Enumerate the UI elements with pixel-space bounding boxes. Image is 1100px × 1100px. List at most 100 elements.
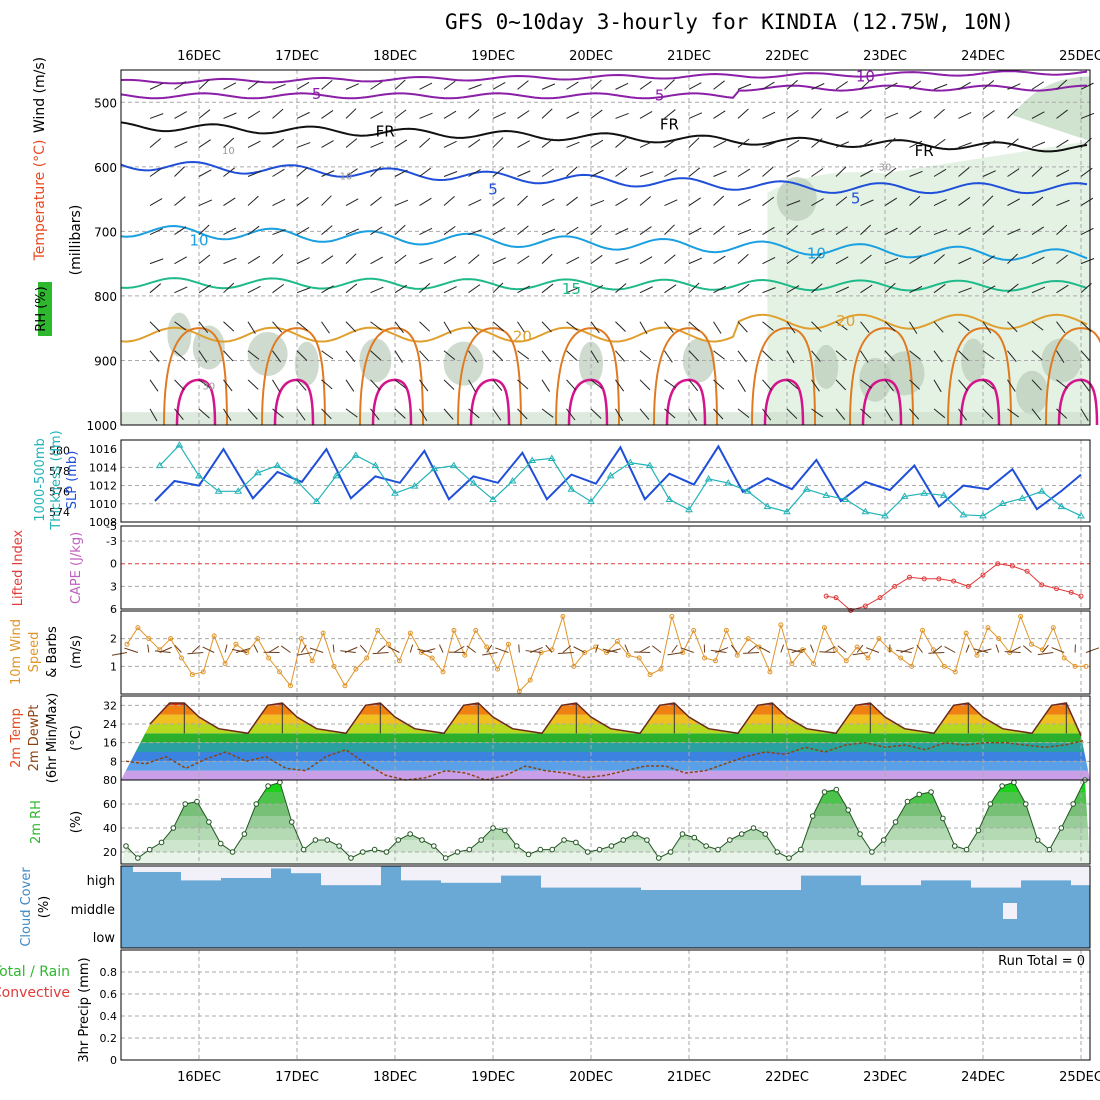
date-label-top: 16DEC <box>177 49 221 64</box>
wind10-frame <box>120 610 1091 695</box>
wind-barb <box>1056 408 1068 419</box>
wind-barb <box>811 253 822 264</box>
wind-barb <box>786 109 799 119</box>
wind-barb <box>149 258 164 265</box>
wind-barb <box>615 283 627 294</box>
wind-barb <box>296 197 309 206</box>
wind-barb <box>811 350 821 362</box>
wind-barb <box>370 141 384 148</box>
temp-contour-m10 <box>120 70 1088 85</box>
wind-barb <box>517 170 531 177</box>
wind-barb <box>517 255 530 265</box>
wind10-point <box>996 636 1002 642</box>
rh-point <box>431 843 437 849</box>
wind10-barb <box>758 646 771 653</box>
slp-tick-label: 1012 <box>89 480 117 493</box>
rh-point <box>620 837 627 843</box>
wind-barb <box>223 137 235 148</box>
wind-barb <box>811 321 822 333</box>
wind-barb <box>688 321 700 332</box>
wind10-point <box>614 638 620 644</box>
wind10-barb <box>595 644 599 653</box>
wind-barb <box>615 82 629 90</box>
wind-barb <box>811 138 823 148</box>
wind10-point <box>146 636 152 642</box>
temp-line <box>149 702 1082 737</box>
wind10-barb <box>545 644 553 653</box>
wind-barb <box>321 350 334 360</box>
wind10-point <box>669 614 675 620</box>
wind-barb <box>174 379 185 391</box>
rh-point <box>892 819 899 825</box>
wind-barb <box>541 168 555 177</box>
wind-barb <box>517 110 530 119</box>
thickness-point <box>293 477 301 484</box>
wind-barb <box>982 80 995 90</box>
wind-barb <box>590 169 604 177</box>
wind10-point <box>1083 663 1089 669</box>
wind-barb <box>786 350 795 364</box>
wind-barb <box>933 321 944 333</box>
wind-barb <box>394 139 408 148</box>
wind-barb <box>468 169 481 177</box>
wind-barb <box>590 321 600 334</box>
wind-barb <box>394 350 403 363</box>
wind-barb <box>419 197 432 206</box>
thickness-point <box>1037 487 1046 494</box>
wind-barb <box>468 284 481 294</box>
wind-barb <box>688 197 701 206</box>
temp-contour-30 <box>567 378 609 426</box>
wind-barb <box>615 167 628 177</box>
thickness-point <box>175 441 184 448</box>
lifted-index-line <box>826 563 1082 612</box>
temp-axis-label: 2m DewPt <box>27 705 42 772</box>
thickness-point <box>195 471 203 479</box>
wind10-barb <box>995 644 1000 653</box>
lifted-index-point <box>1078 593 1084 599</box>
rh-point <box>727 837 733 843</box>
wind10-point <box>124 641 130 647</box>
wind-barb <box>590 199 605 207</box>
rh-point <box>750 825 757 831</box>
wind10-barb <box>933 645 943 653</box>
lifted-index-point <box>995 561 1001 567</box>
wind-barb <box>884 257 899 265</box>
rh-point <box>182 801 188 807</box>
wind-barb <box>639 286 653 294</box>
wind10-barb <box>852 652 869 656</box>
wind10-barb <box>856 644 864 653</box>
wind-barb <box>198 224 210 235</box>
wind-barb <box>419 227 433 236</box>
xsec-axis-label: (millibars) <box>68 205 84 276</box>
temp-contour-25 <box>849 327 914 426</box>
rh-shading-sfc <box>121 412 1090 425</box>
wind10-barb <box>232 648 247 653</box>
wind-barb <box>394 408 406 419</box>
wind-barb <box>1056 379 1068 389</box>
wind-barb <box>860 284 873 294</box>
wind10-barb <box>624 644 629 653</box>
wind10-point <box>876 636 882 642</box>
wind-barb <box>639 110 653 119</box>
wind-barb <box>1007 168 1020 177</box>
rh-point <box>265 783 271 789</box>
slp-frame <box>120 439 1091 523</box>
wind-barb <box>1080 197 1094 206</box>
wind10-barb <box>788 648 803 653</box>
rh-point <box>916 791 923 798</box>
thickness-point <box>567 485 576 492</box>
rh-point <box>229 849 236 855</box>
wind10-point <box>211 633 217 639</box>
wind-barb <box>394 169 408 177</box>
wind-barb <box>345 168 358 177</box>
wind-barb <box>615 379 625 392</box>
wind-barb <box>639 80 652 90</box>
temp-contour-5 <box>120 160 1088 195</box>
wind-barb <box>982 321 992 334</box>
rh-point <box>596 846 603 853</box>
wind-barb <box>247 195 259 206</box>
wind10-point <box>495 666 501 672</box>
lifted-index-point <box>965 583 971 589</box>
wind-barb <box>835 350 847 361</box>
wind10-barb <box>421 648 436 653</box>
